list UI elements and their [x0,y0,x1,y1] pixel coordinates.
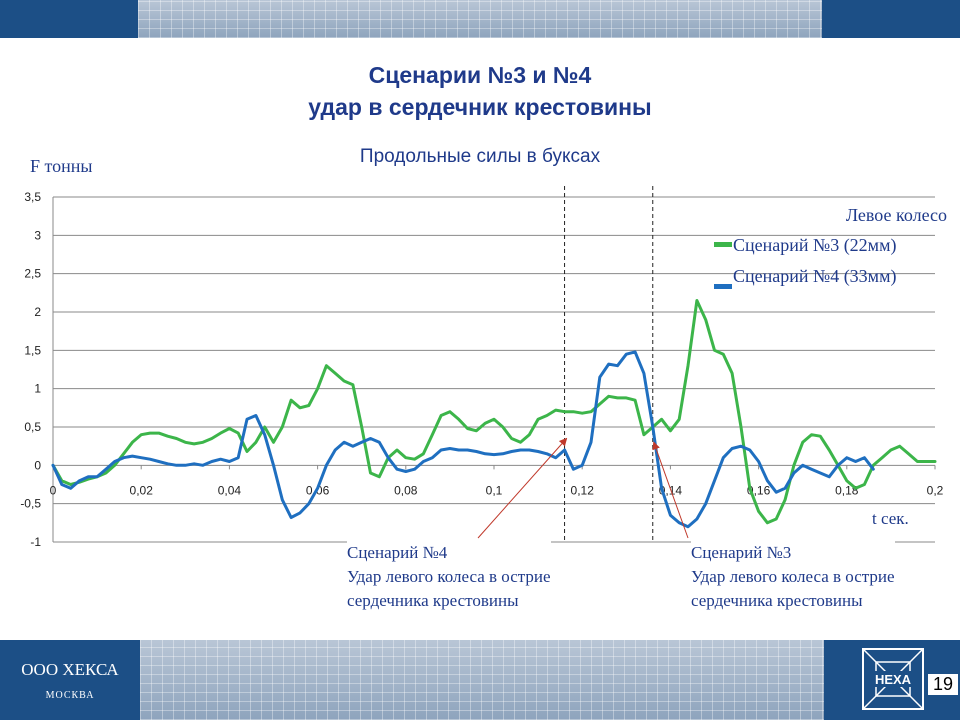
annotation-scenario3-line1: Сценарий №3 [691,543,792,562]
x-tick-label: 0,18 [835,483,859,497]
logo-mark: HEXA [864,650,922,708]
arrow-scenario4 [477,437,568,539]
legend-swatch-scenario3 [714,242,732,247]
legend-title: Левое колесо [846,205,947,225]
legend-label-scenario4: Сценарий №4 (33мм) [733,266,896,287]
chart-title: Продольные силы в буксах [359,146,601,167]
logo-text: HEXA [875,672,912,687]
header-mesh-image [138,0,822,38]
annotation-scenario3-line3: сердечника крестовины [691,591,863,610]
annotation-scenario4-line1: Сценарий №4 [347,543,448,562]
vertical-markers [564,186,654,540]
y-tick-label: 2 [34,305,41,319]
annotation-scenario4-line2: Удар левого колеса в острие [347,567,551,586]
gridlines [52,196,936,543]
footer-band: ООО ХЕКСА МОСКВА [0,640,960,720]
annotation-arrows [477,437,689,539]
x-tick-label: 0,2 [927,483,944,497]
legend-swatch-scenario4 [714,284,732,289]
annotation-scenario3-line2: Удар левого колеса в острие [691,567,895,586]
company-name: ООО ХЕКСА [21,660,119,679]
y-axis-label: F тонны [30,156,93,176]
y-tick-label: 0 [34,458,41,472]
series-line-scenario4 [51,350,875,529]
y-tick-label: 1,5 [24,343,41,357]
x-tick-label: 0,04 [218,483,242,497]
page-title-line1: Сценарии №3 и №4 [368,62,592,88]
y-tick-label: -0,5 [20,497,41,511]
x-tick-label: 0,02 [130,483,154,497]
x-axis-label: t сек. [872,509,909,528]
legend-label-scenario3: Сценарий №3 (22мм) [733,235,896,256]
annotation-scenario4: Сценарий №4 Удар левого колеса в острие … [347,541,551,613]
series-line-scenario3 [51,299,937,525]
footer-mesh-image [140,640,824,720]
company-city: МОСКВА [45,690,95,701]
x-tick-label: 0,1 [486,483,503,497]
y-tick-labels: 3,5 3 2,5 2 1,5 1 0,5 0 -0,5 -1 [20,190,41,549]
annotation-scenario3: Сценарий №3 Удар левого колеса в острие … [691,541,895,613]
y-tick-label: 2,5 [24,267,41,281]
y-tick-label: 3,5 [24,190,41,204]
header-band [0,0,960,38]
x-tick-label: 0,08 [394,483,418,497]
chart: 3,532,521,510,50-0,5-1 0 0,02 0,04 0,06 0,08… [20,186,947,549]
x-tick-label: 0 [50,483,57,497]
y-tick-label: 3 [34,228,41,242]
y-tick-label: 1 [34,382,41,396]
y-tick-label: 0,5 [24,420,41,434]
x-tick-label: 0,12 [571,483,595,497]
legend: Левое колесо Сценарий №3 (22мм) Сценарий… [714,205,947,289]
hexa-logo: HEXA [862,648,924,710]
page-number: 19 [928,674,958,695]
arrow-scenario3 [652,441,689,539]
y-tick-label: -1 [30,535,41,549]
page-title-line2: удар в сердечник крестовины [308,94,652,120]
annotation-scenario4-line3: сердечника крестовины [347,591,519,610]
series-lines [51,299,937,529]
x-tick-labels: 0 0,02 0,04 0,06 0,08 0,1 0,12 0,14 0,16 0,18 0,2 [50,483,944,497]
